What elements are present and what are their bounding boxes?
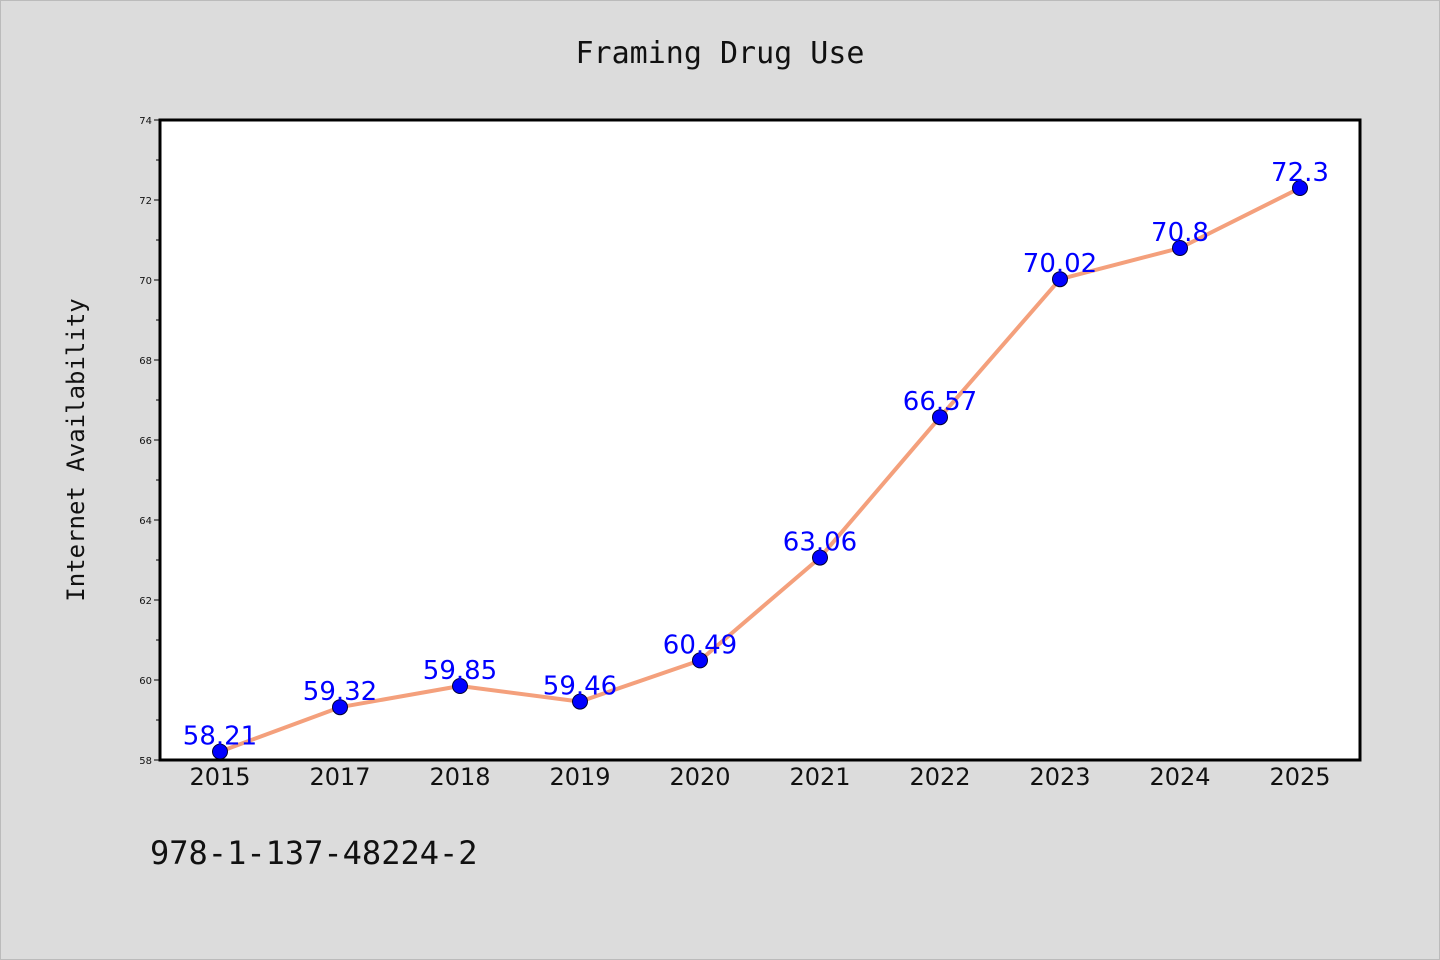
data-point (1052, 271, 1068, 288)
y-tick-label: 68 (139, 356, 152, 367)
isbn-footer: 978-1-137-48224-2 (150, 834, 478, 872)
data-point (452, 678, 468, 694)
data-label: 59.85 (423, 656, 497, 686)
data-label: 59.32 (303, 677, 377, 707)
x-tick-label: 2022 (909, 763, 970, 791)
data-label: 70.8 (1151, 218, 1209, 248)
x-tick-label: 2019 (549, 763, 610, 791)
data-point (1172, 240, 1188, 256)
data-label: 60.49 (663, 630, 737, 660)
x-tick-label: 2020 (669, 763, 730, 791)
data-point (812, 549, 828, 566)
plot-frame (158, 118, 1362, 762)
chart-title: Framing Drug Use (576, 36, 865, 71)
series-line (218, 186, 1302, 754)
series-group: 58.21 59.32 59.85 59.46 60.49 63.06 66.57 70.02… (183, 158, 1329, 760)
y-tick-label: 62 (139, 596, 152, 607)
x-tick-label: 2025 (1269, 763, 1330, 791)
data-label: 58.21 (183, 722, 257, 752)
y-tick-label: 70 (139, 276, 152, 287)
x-axis: 2015 2017 2018 2019 2020 2021 2022 2023 2024 2025 (189, 763, 1330, 791)
y-tick-label: 74 (139, 116, 152, 127)
data-label: 59.46 (543, 672, 617, 702)
x-tick-label: 2015 (189, 763, 250, 791)
x-tick-label: 2023 (1029, 763, 1090, 791)
y-tick-label: 66 (139, 436, 152, 447)
data-label: 63.06 (783, 528, 857, 558)
y-tick-label: 64 (139, 516, 152, 527)
x-tick-label: 2024 (1149, 763, 1210, 791)
data-point (1292, 180, 1308, 196)
y-axis-label: Internet Availability (62, 298, 90, 601)
data-point (332, 699, 348, 716)
data-point (692, 652, 708, 669)
x-tick-label: 2018 (429, 763, 490, 791)
y-tick-label: 60 (139, 676, 152, 687)
data-point (932, 409, 948, 426)
data-label: 66.57 (903, 387, 977, 417)
data-label: 72.3 (1271, 158, 1329, 188)
x-tick-label: 2021 (789, 763, 850, 791)
x-tick-label: 2017 (309, 763, 370, 791)
plot-area (160, 120, 1360, 760)
y-tick-label: 58 (139, 756, 152, 767)
data-label: 70.02 (1023, 249, 1097, 279)
data-point (572, 693, 588, 710)
y-tick-label: 72 (139, 196, 152, 207)
